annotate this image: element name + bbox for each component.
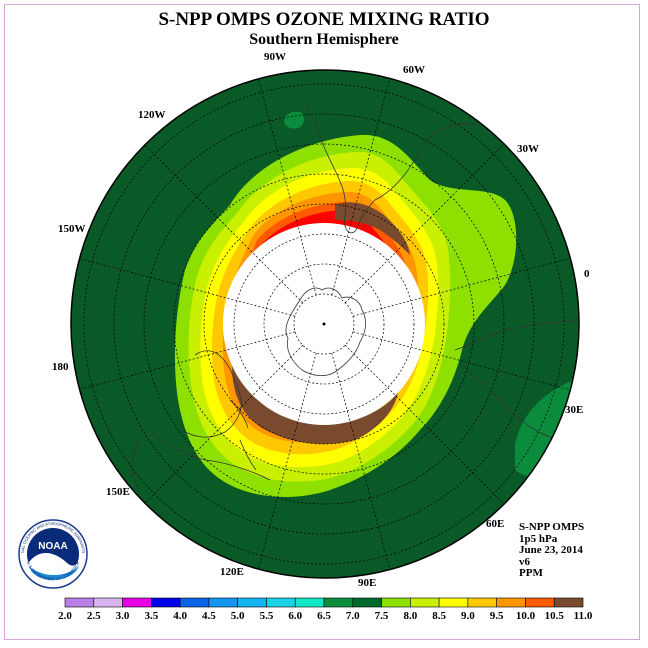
colorbar-swatch [122,597,152,608]
meridian-label-180: 180 [52,361,69,373]
colorbar-label: 9.5 [490,610,504,622]
info-date: June 23, 2014 [519,544,583,556]
colorbar-label: 3.5 [144,610,158,622]
colorbar-swatch [410,597,440,608]
meridian-label-60e: 60E [486,518,505,530]
colorbar-label: 2.0 [58,610,72,622]
colorbar-label: 5.5 [260,610,274,622]
colorbar-label: 10.0 [516,610,536,622]
colorbar-label: 7.5 [375,610,389,622]
colorbar-swatch [467,597,497,608]
colorbar-label: 4.0 [173,610,187,622]
ozone-band-11-0 [335,202,410,255]
colorbar-label: 10.5 [545,610,565,622]
colorbar-swatch [496,597,526,608]
colorbar-swatch [208,597,238,608]
colorbar: 2.0 2.5 3.0 3.5 4.0 4.5 5.0 5.5 6.0 6.5 7.0 7.5 8.0 8… [58,597,593,622]
coastline-new-zealand [229,399,257,471]
map-border [70,69,580,579]
image-frame [4,4,640,640]
coastline-africa [454,319,579,441]
coastline-antarctica [285,287,366,376]
colorbar-swatch [294,597,325,608]
meridian-label-120w: 120W [138,109,166,121]
info-units: PPM [519,567,543,579]
colorbar-label: 4.5 [202,610,216,622]
south-pole-marker [322,322,326,326]
info-block: S-NPP OMPS 1p5 hPa June 23, 2014 v6 PPM [519,521,585,580]
colorbar-swatch [93,597,123,608]
colorbar-label: 6.0 [288,610,302,622]
colorbar-swatch [381,597,411,608]
colorbar-label: 6.5 [317,610,331,622]
colorbar-swatch [179,597,210,608]
map-area [71,70,579,578]
ozone-patch-north [284,111,305,129]
page-title: S-NPP OMPS OZONE MIXING RATIO [158,9,490,30]
meridian-label-60w: 60W [403,64,425,76]
info-version: v6 [519,555,530,568]
colorbar-swatch [352,597,382,608]
colorbar-swatch [64,597,95,608]
coastline-south-america [304,99,481,234]
colorbar-swatch [525,597,555,608]
colorbar-swatch [323,597,354,608]
info-instrument: S-NPP OMPS [519,521,585,533]
latitude-circles [83,83,565,565]
colorbar-label: 11.0 [574,610,593,622]
info-level: 1p5 hPa [519,532,558,545]
colorbar-label: 7.0 [346,610,360,622]
colorbar-label: 5.0 [231,610,245,622]
colorbar-swatch [151,597,181,608]
colorbar-label: 8.5 [432,610,446,622]
colorbar-swatch [553,597,584,608]
meridian-label-0: 0 [584,268,590,280]
meridian-label-150e: 150E [106,486,130,498]
page-subtitle: Southern Hemisphere [249,31,399,48]
ozone-band-11-0-south [232,365,398,444]
colorbar-label: 9.0 [461,610,475,622]
colorbar-swatch [438,597,469,608]
meridian-label-30e: 30E [565,404,584,416]
colorbar-swatch [237,597,267,608]
noaa-logo-text: NOAA [38,541,67,552]
noaa-logo-ring-text: NATIONAL OCEANIC AND ATMOSPHERIC ADMINIS… [0,0,86,553]
meridian-label-150w: 150W [58,223,86,235]
meridian-label-30w: 30W [517,143,539,155]
meridian-label-90w: 90W [264,51,286,63]
meridian-label-120e: 120E [220,566,244,578]
colorbar-label: 8.0 [403,610,417,622]
meridian-label-90e: 90E [358,577,377,589]
colorbar-label: 3.0 [116,610,130,622]
colorbar-swatch [266,597,296,608]
colorbar-label: 2.5 [87,610,101,622]
